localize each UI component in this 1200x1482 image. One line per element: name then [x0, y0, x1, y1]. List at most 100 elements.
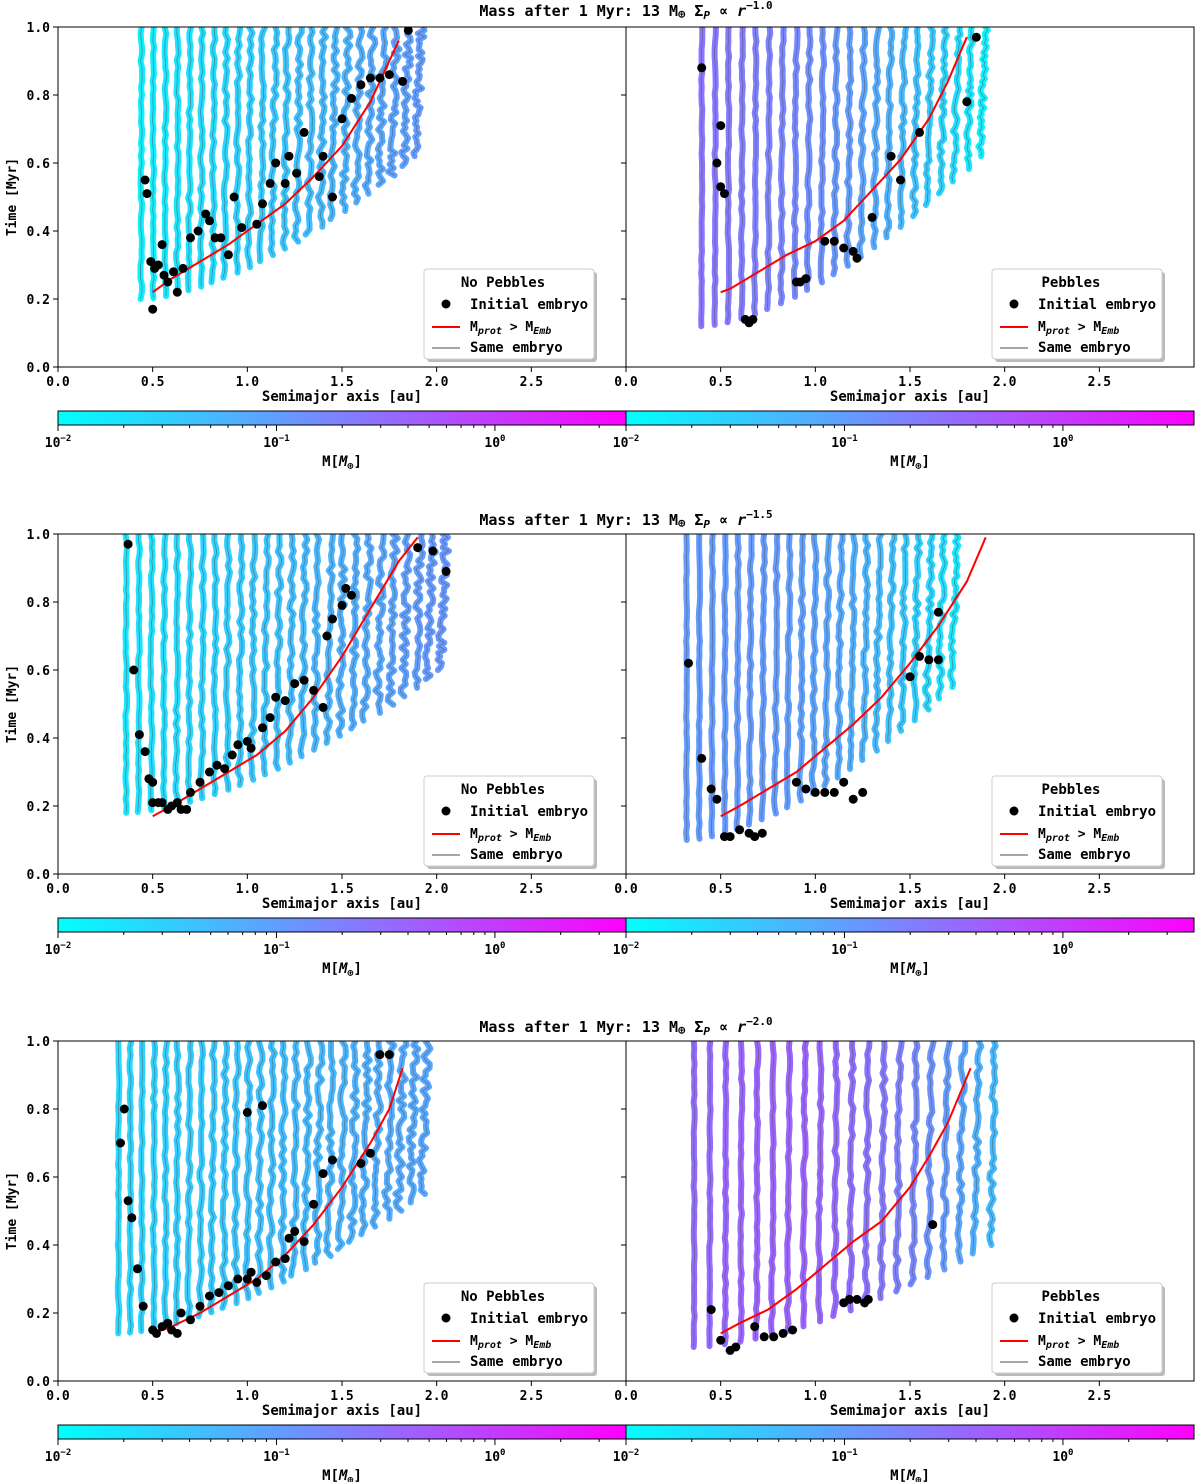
y-tick-label: 0.4	[27, 225, 51, 240]
initial-embryo-marker	[140, 747, 150, 757]
plot-area	[114, 1041, 434, 1338]
initial-embryo-marker	[820, 787, 830, 797]
initial-embryo-marker	[697, 63, 707, 73]
legend-gt: > M	[502, 1334, 533, 1349]
initial-embryo-marker	[265, 178, 275, 188]
legend-embryo-marker	[441, 299, 451, 309]
initial-embryo-marker	[299, 127, 309, 137]
initial-embryo-marker	[186, 233, 195, 243]
colorbar-label-suffix: ]	[921, 1468, 929, 1482]
initial-embryo-marker	[233, 740, 243, 750]
same-embryo-line	[755, 1041, 759, 1339]
same-embryo-line	[163, 27, 168, 297]
initial-embryo-marker	[169, 267, 178, 277]
initial-embryo-marker	[852, 253, 862, 263]
x-tick-label: 0.0	[614, 882, 638, 897]
colorbar-tick-base: 10	[1052, 436, 1068, 451]
x-tick-label: 2.0	[425, 882, 449, 897]
initial-embryo-marker	[246, 1267, 256, 1277]
x-tick-label: 2.0	[993, 375, 1017, 390]
legend-memb-sub: Emb	[1101, 833, 1119, 844]
same-embryo-line	[163, 1041, 168, 1327]
initial-embryo-marker	[292, 168, 302, 178]
same-embryo-line	[739, 1041, 743, 1342]
embryo-track	[323, 1041, 337, 1259]
colorbar-label: M[M⊕]	[890, 1468, 930, 1482]
same-embryo-line	[152, 1041, 156, 1330]
x-tick-label: 0.0	[46, 375, 70, 390]
colorbar-tick-exp: −1	[279, 434, 290, 444]
initial-embryo-marker	[271, 1257, 281, 1267]
colorbar-label-prefix: M[	[890, 454, 907, 470]
colorbar-tick-exp: 0	[500, 941, 505, 951]
colorbar-tick-base: 10	[613, 943, 629, 958]
initial-embryo-marker	[788, 1325, 798, 1335]
legend-mprot: Mprot > MEmb	[470, 827, 551, 844]
embryo-track	[361, 27, 379, 197]
same-embryo-line	[233, 1041, 240, 1304]
same-embryo-line	[235, 27, 241, 273]
colorbar-tick-base: 10	[831, 943, 847, 958]
initial-embryo-marker	[159, 270, 169, 280]
legend-initial-embryo: Initial embryo	[470, 297, 588, 313]
plot-area	[137, 27, 428, 314]
legend-mprot-m: M	[470, 827, 478, 842]
x-tick-label: 2.5	[520, 882, 543, 897]
y-axis-label: Time [Myr]	[5, 158, 20, 236]
x-tick-label: 2.5	[520, 1389, 543, 1404]
initial-embryo-marker	[347, 590, 356, 600]
initial-embryo-marker	[318, 151, 328, 161]
y-tick-label: 0.0	[27, 1375, 51, 1390]
colorbar-tick-exp: −2	[60, 941, 71, 951]
colorbar-tick-exp: −1	[279, 1448, 290, 1458]
legend-same-embryo: Same embryo	[1038, 1354, 1131, 1370]
initial-embryo-marker	[148, 304, 158, 314]
x-tick-label: 1.0	[236, 882, 260, 897]
figure-title: Mass after 1 Myr: 13 M⊕ ΣP ∝ r−1.5	[479, 508, 772, 531]
same-embryo-line	[740, 27, 744, 319]
y-tick-label: 0.8	[27, 1103, 51, 1118]
embryo-track	[381, 1041, 398, 1222]
colorbar-label-suffix: ]	[353, 454, 361, 470]
title-text: Mass after 1 Myr: 13 M	[479, 511, 678, 529]
colorbar-gradient	[625, 410, 1195, 426]
legend-gt: > M	[1070, 320, 1101, 335]
embryo-track	[910, 534, 924, 724]
colorbar-tick-exp: 0	[1068, 434, 1073, 444]
title-text: Mass after 1 Myr: 13 M	[479, 2, 678, 20]
plot-area	[122, 534, 452, 818]
colorbar-label-m: M	[338, 454, 348, 470]
colorbar-tick-base: 10	[613, 436, 629, 451]
embryo-track	[297, 534, 311, 760]
colorbar-tick-base: 10	[263, 943, 279, 958]
colorbar-tick-label: 10−2	[45, 1448, 72, 1465]
plot-area	[690, 1041, 999, 1355]
plot-area	[697, 27, 991, 330]
colorbar-label-prefix: M[	[890, 961, 907, 977]
x-tick-label: 2.0	[993, 1389, 1017, 1404]
x-axis-label: Semimajor axis [au]	[830, 896, 990, 912]
same-embryo-line	[364, 27, 376, 194]
legend-box	[423, 1282, 595, 1374]
x-tick-label: 1.5	[898, 1389, 921, 1404]
colorbar-gradient	[625, 917, 1195, 933]
initial-embryo-marker	[337, 114, 347, 124]
initial-embryo-marker	[844, 1294, 854, 1304]
panel-2-1: 0.0 0.5 1.0 1.5 2.0 2.50.00.20.40.60.81.0Semi…	[5, 528, 627, 979]
initial-embryo-marker	[384, 1050, 394, 1060]
colorbar-tick-base: 10	[1052, 1450, 1068, 1465]
same-embryo-line	[832, 27, 839, 275]
initial-embryo-marker	[684, 658, 693, 668]
colorbar-tick-exp: −2	[60, 1448, 71, 1458]
legend-mprot: Mprot > MEmb	[1038, 827, 1119, 844]
legend-mprot: Mprot > MEmb	[1038, 320, 1119, 337]
initial-embryo-marker	[246, 743, 256, 753]
initial-embryo-marker	[146, 257, 156, 267]
initial-embryo-marker	[258, 199, 267, 209]
colorbar-gradient	[57, 410, 627, 426]
same-embryo-line	[352, 27, 363, 203]
title-prop: ∝	[710, 1018, 737, 1036]
title-sigma: Σ	[685, 2, 703, 20]
same-embryo-line	[275, 534, 282, 769]
